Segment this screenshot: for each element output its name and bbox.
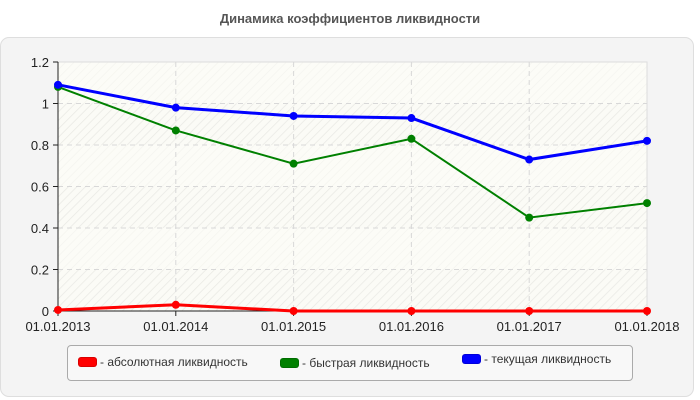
series-lines [54,80,651,315]
series-line [57,85,648,219]
data-point[interactable] [289,159,298,168]
legend-item-absolute-liquidity[interactable]: - абсолютная ликвидность [78,355,248,369]
data-point[interactable] [525,155,534,164]
series-line [57,83,648,162]
data-point[interactable] [643,136,651,145]
svg-text:01.01.2015: 01.01.2015 [261,319,326,334]
svg-text:01.01.2016: 01.01.2016 [379,319,444,334]
data-point[interactable] [525,213,534,222]
data-point[interactable] [54,305,62,314]
data-point[interactable] [407,307,416,315]
svg-text:01.01.2018: 01.01.2018 [614,319,679,334]
svg-text:0.6: 0.6 [31,180,49,195]
data-point[interactable] [54,80,62,89]
legend-swatch-blue [462,354,481,364]
svg-text:0.8: 0.8 [31,138,49,153]
legend: - абсолютная ликвидность - быстрая ликви… [67,345,633,381]
svg-text:0.4: 0.4 [31,221,49,236]
series-line [57,303,647,313]
svg-text:0: 0 [42,304,49,319]
legend-item-quick-liquidity[interactable]: - быстрая ликвидность [280,356,430,370]
gridlines [58,62,647,311]
data-point[interactable] [407,134,416,143]
svg-text:01.01.2017: 01.01.2017 [497,319,562,334]
legend-swatch-green [280,358,299,368]
legend-item-current-liquidity[interactable]: - текущая ликвидность [462,352,611,366]
data-point[interactable] [525,307,534,315]
data-point[interactable] [407,114,416,123]
legend-label: - текущая ликвидность [484,352,612,366]
axis-labels: 0 0.2 0.4 0.6 0.8 1 1.2 01.01.2013 01.01.2014 01.… [25,55,679,334]
svg-text:0.2: 0.2 [31,263,49,278]
plot-background [57,61,648,312]
data-point[interactable] [171,126,180,135]
data-point[interactable] [643,307,651,315]
svg-text:01.01.2014: 01.01.2014 [143,319,208,334]
data-point[interactable] [643,199,651,208]
svg-text:1.2: 1.2 [31,55,49,70]
legend-label: - быстрая ликвидность [302,356,430,370]
svg-text:01.01.2013: 01.01.2013 [25,319,90,334]
legend-swatch-red [78,357,97,367]
data-point[interactable] [289,111,298,120]
chart-title: Динамика коэффициентов ликвидности [219,11,481,26]
data-point[interactable] [289,307,298,315]
data-point[interactable] [171,300,180,309]
data-point[interactable] [171,103,180,112]
svg-text:1: 1 [42,97,49,112]
legend-label: - абсолютная ликвидность [100,355,248,369]
